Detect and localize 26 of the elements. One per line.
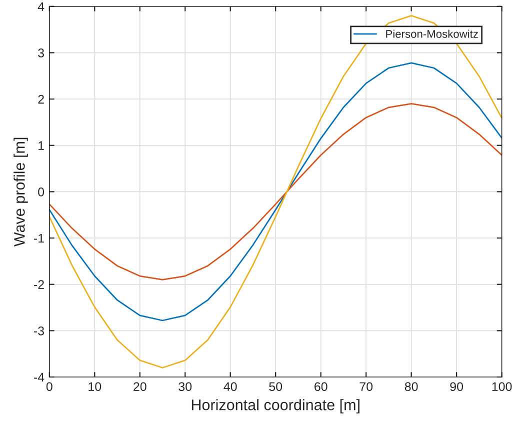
- x-axis-title: Horizontal coordinate [m]: [192, 399, 360, 414]
- x-tick-label: 10: [88, 382, 102, 392]
- y-tick-label: 1: [38, 141, 44, 150]
- x-tick-label: 70: [360, 382, 373, 392]
- line-series: [49, 102, 502, 280]
- x-tick-label: 40: [224, 382, 237, 392]
- y-tick-label: -1: [34, 234, 44, 243]
- line-series: [49, 14, 502, 368]
- y-tick-label: 2: [38, 94, 44, 104]
- y-axis-title: Wave profile [m]: [14, 138, 28, 247]
- line-series: [49, 62, 502, 322]
- x-tick-label: 20: [134, 382, 146, 392]
- y-tick-label: 0: [38, 188, 44, 196]
- x-tick-label: 100: [492, 382, 512, 392]
- x-tick-label: 0: [46, 382, 52, 392]
- x-tick-label: 80: [404, 382, 418, 392]
- x-tick-label: 90: [450, 382, 464, 392]
- x-tick-label: 30: [178, 382, 192, 392]
- legend-label: Pierson-Moskowitz: [386, 30, 478, 38]
- y-tick-label: -4: [34, 372, 44, 382]
- y-tick-label: 3: [38, 48, 44, 58]
- x-tick-label: 50: [269, 382, 282, 392]
- y-tick-label: 4: [38, 2, 44, 11]
- x-tick-label: 60: [314, 382, 328, 392]
- y-tick-label: -3: [34, 326, 44, 336]
- y-tick-label: -2: [34, 280, 44, 289]
